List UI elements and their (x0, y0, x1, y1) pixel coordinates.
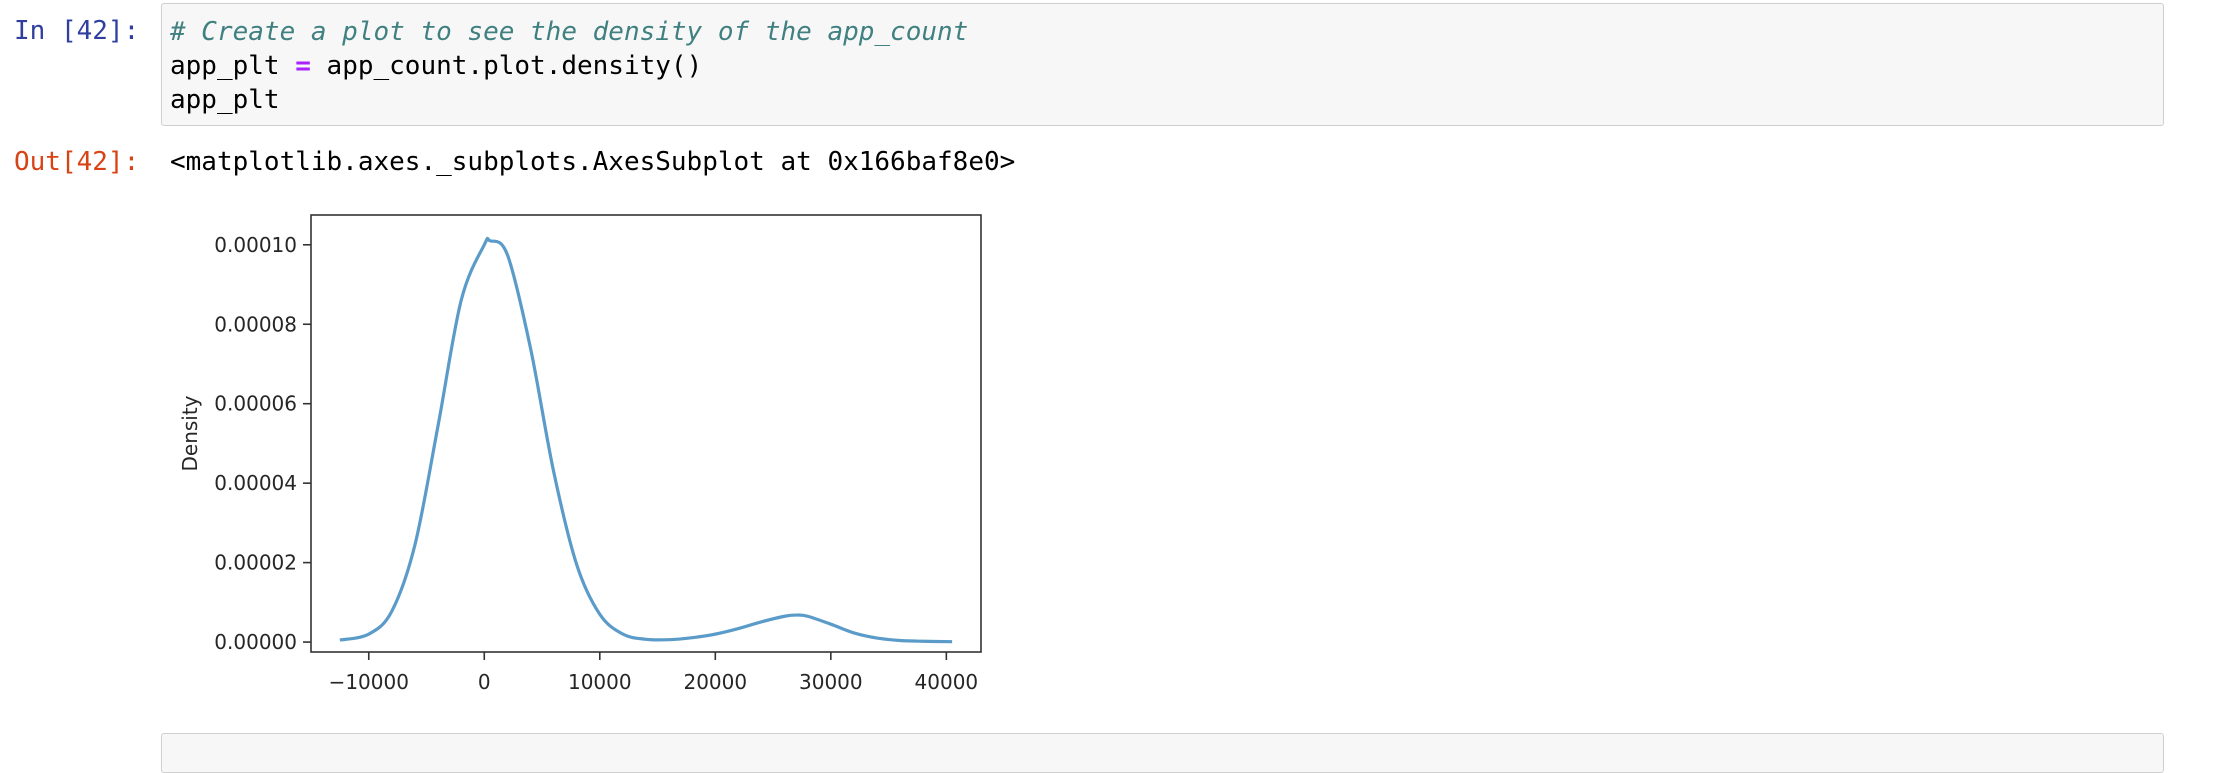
x-tick-label: −10000 (329, 670, 409, 694)
code-assign-target: app_plt (170, 51, 296, 81)
next-code-cell[interactable] (161, 733, 2164, 773)
x-tick-label: 0 (478, 670, 491, 694)
density-line (339, 236, 953, 644)
code-cell-editor[interactable]: # Create a plot to see the density of th… (161, 3, 2164, 126)
code-line-assignment: app_plt = app_count.plot.density() (170, 49, 702, 83)
y-tick-label: 0.00002 (214, 551, 297, 575)
y-axis-label: Density (178, 395, 202, 471)
x-tick-label: 30000 (799, 670, 863, 694)
output-repr-text: <matplotlib.axes._subplots.AxesSubplot a… (170, 147, 1016, 177)
x-tick-label: 10000 (568, 670, 632, 694)
input-prompt: In [42]: (14, 16, 140, 46)
output-prompt: Out[42]: (14, 147, 140, 177)
density-plot: −10000 0 10000 20000 30000 40000 0.00000 0.0000… (178, 214, 982, 694)
code-line-expression: app_plt (170, 85, 280, 115)
x-tick-label: 20000 (683, 670, 747, 694)
x-tick-label: 40000 (915, 670, 979, 694)
plot-area: −10000 0 10000 20000 30000 40000 0.00000 0.0000… (178, 214, 982, 694)
code-assign-operator: = (295, 51, 311, 81)
y-tick-label: 0.00004 (214, 471, 297, 495)
y-tick-label: 0.00008 (214, 312, 297, 336)
axes-frame (310, 214, 982, 653)
y-tick-label: 0.00006 (214, 392, 297, 416)
code-comment-line: # Create a plot to see the density of th… (170, 17, 969, 47)
code-assign-value: app_count.plot.density() (310, 51, 703, 81)
y-tick-label: 0.00010 (214, 233, 297, 257)
y-tick-label: 0.00000 (214, 630, 297, 654)
